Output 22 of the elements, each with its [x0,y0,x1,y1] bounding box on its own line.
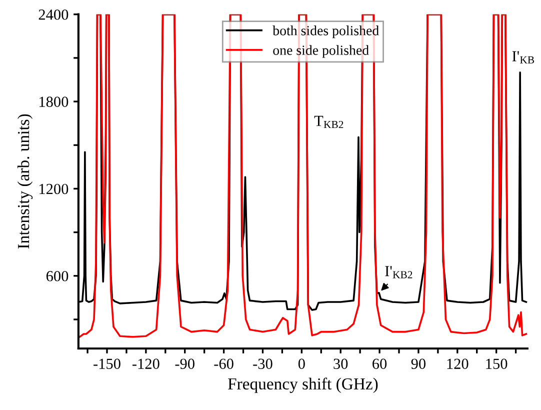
x-tick-label: 30 [334,358,348,369]
annotation: T$_{KB2}$ [314,116,344,128]
x-tick-label: -120 [132,358,160,369]
x-tick-label: 90 [411,358,426,369]
x-tick-label: -90 [175,358,194,369]
y-tick-label: 2400 [38,9,68,20]
x-tick-label: 120 [447,358,468,369]
legend-label: both sides polished [272,26,379,38]
y-tick-label: 1200 [40,184,68,194]
y-tick-label: 1800 [40,96,68,107]
y-axis-title: Intensity (arb. units) [17,114,33,249]
x-tick-label: 60 [372,358,387,369]
x-tick-label: -30 [253,358,272,369]
x-tick-label: -150 [94,358,120,369]
annotation: I'$_{KB}$ [512,51,534,64]
legend-label: one side polished [273,45,369,58]
annotation: I'$_{KB2}$ [385,266,412,278]
x-tick-label: 0 [298,358,305,369]
x-tick-label: -60 [214,358,234,369]
x-axis-title: Frequency shift (GHz) [228,378,378,393]
y-tick-label: 600 [46,271,68,282]
x-tick-label: 150 [486,358,508,369]
